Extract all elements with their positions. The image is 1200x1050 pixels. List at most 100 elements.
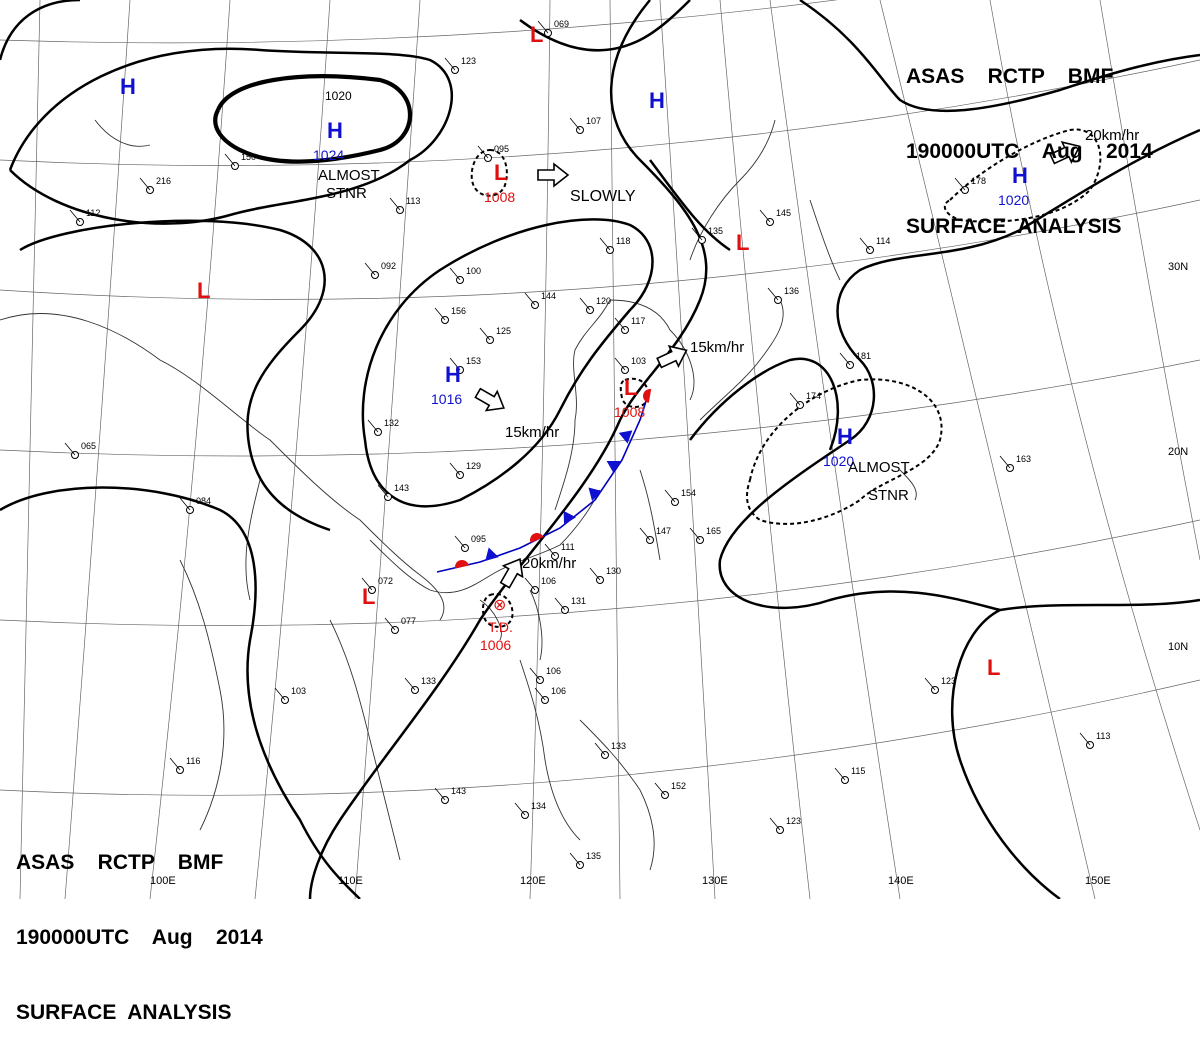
station-plot: 100 <box>449 266 481 284</box>
parallel-line <box>0 0 838 44</box>
wind-barb <box>594 742 606 756</box>
isobar-line <box>8 47 454 225</box>
pressure-value: 1016 <box>431 391 462 407</box>
station-pressure: 133 <box>421 676 436 686</box>
high-symbol: H <box>327 118 343 143</box>
station-pressure: 106 <box>551 686 566 696</box>
high-symbol: H <box>649 88 665 113</box>
coastline-segment <box>554 299 611 511</box>
station-pressure: 103 <box>631 356 646 366</box>
header-line-3: SURFACE ANALYSIS <box>16 1001 232 1024</box>
station-plot: 112 <box>69 208 100 226</box>
station-pressure: 144 <box>541 291 556 301</box>
station-plot: 152 <box>654 781 686 799</box>
wind-barb <box>789 392 801 406</box>
station-pressure: 092 <box>381 261 396 271</box>
wind-barb <box>449 462 461 476</box>
meridian-line <box>64 0 131 899</box>
station-pressure: 118 <box>616 236 630 246</box>
meridian-line <box>149 0 231 899</box>
pressure-center-h-mongolia: H 1024 <box>313 118 344 163</box>
station-plot: 103 <box>614 356 646 374</box>
low-symbol: L <box>494 160 507 185</box>
pressure-center-h-manchuria: H <box>649 88 665 113</box>
station-pressure: 143 <box>451 786 466 796</box>
wind-barb <box>449 267 461 281</box>
station-plot: 143 <box>377 483 409 501</box>
header-line-1: ASAS RCTP BMF <box>906 65 1114 88</box>
station-plot: 092 <box>364 261 396 279</box>
station-plot: 106 <box>534 686 566 704</box>
meridian-line <box>1099 0 1200 561</box>
station-pressure: 112 <box>86 208 100 218</box>
motion-arrow-td <box>499 558 524 589</box>
dashed-isobar <box>470 149 508 197</box>
station-pressure: 100 <box>466 266 481 276</box>
coastline-segment <box>699 299 784 421</box>
wind-barb <box>537 20 549 34</box>
station-plot: 103 <box>274 686 306 704</box>
lon-label: 150E <box>1085 875 1111 887</box>
td-symbol: ⊗ <box>493 597 506 614</box>
pressure-center-l-east-china-sea: L 1008 <box>614 375 645 420</box>
station-pressure: 143 <box>394 483 409 493</box>
station-plot: 165 <box>689 526 721 544</box>
pressure-center-l-japan-sea: L <box>736 230 749 255</box>
lon-label: 100E <box>150 875 176 887</box>
meridian-line <box>529 0 551 899</box>
station-pressure: 117 <box>631 316 645 326</box>
pressure-center-l-tibet: L <box>197 278 210 303</box>
high-symbol: H <box>1012 163 1028 188</box>
pressure-center-l-indochina: L <box>362 584 375 609</box>
almost-stnr-label: STNR <box>868 487 909 504</box>
wind-barb <box>589 567 601 581</box>
station-plot: 144 <box>524 291 556 309</box>
pressure-value: 1008 <box>614 404 645 420</box>
cold-front-triangle <box>485 547 499 561</box>
station-pressure: 134 <box>531 801 546 811</box>
coastline-segment <box>529 589 543 661</box>
isobars: 1020 <box>0 0 1200 899</box>
coastline-segment <box>369 489 601 594</box>
header-top-right: ASAS RCTP BMF 190000UTC Aug 2014 SURFACE… <box>906 14 1153 264</box>
station-pressure: 216 <box>156 176 171 186</box>
wind-barb <box>759 209 771 223</box>
axis-labels: 30N 20N 10N 100E 110E 120E 130E 140E 150E <box>150 261 1188 887</box>
wind-barb <box>954 177 966 191</box>
station-plot: 117 <box>614 316 645 334</box>
station-plot: 135 <box>691 226 723 244</box>
lon-label: 120E <box>520 875 546 887</box>
slowly-label: SLOWLY <box>570 188 636 205</box>
wind-barb <box>839 352 851 366</box>
station-plot: 163 <box>999 454 1031 472</box>
station-plot: 143 <box>434 786 466 804</box>
parallel-line <box>0 199 1200 300</box>
station-pressure: 147 <box>656 526 671 536</box>
wind-barb <box>639 527 651 541</box>
meridian-line <box>989 0 1200 831</box>
pressure-value: 1008 <box>484 189 515 205</box>
pressure-center-h-china: H 1016 <box>431 362 462 407</box>
almost-stnr-label: STNR <box>326 185 367 202</box>
station-plot: 134 <box>514 801 546 819</box>
station-pressure: 163 <box>1016 454 1031 464</box>
station-pressure: 153 <box>466 356 481 366</box>
lat-label: 10N <box>1168 641 1188 653</box>
motion-arrow <box>474 387 505 412</box>
wind-barb <box>389 197 401 211</box>
wind-barb <box>544 543 556 557</box>
station-plots: 069 123 095 107 150 216 112 113 092 100 118 144 120 1… <box>64 19 1110 869</box>
cold-front-triangle <box>618 430 633 444</box>
meridian-line <box>354 0 421 899</box>
station-pressure: 123 <box>461 56 476 66</box>
wind-barb <box>477 145 489 159</box>
station-plot: 084 <box>179 496 211 514</box>
station-pressure: 077 <box>401 616 416 626</box>
pressure-center-l-west-pacific: L <box>987 655 1000 680</box>
coastline-segment <box>0 313 445 621</box>
parallel-line <box>0 59 1200 166</box>
coastline-segment <box>329 619 401 861</box>
wind-barb <box>169 757 181 771</box>
station-plot: 095 <box>454 534 486 552</box>
station-plot: 178 <box>954 176 986 194</box>
